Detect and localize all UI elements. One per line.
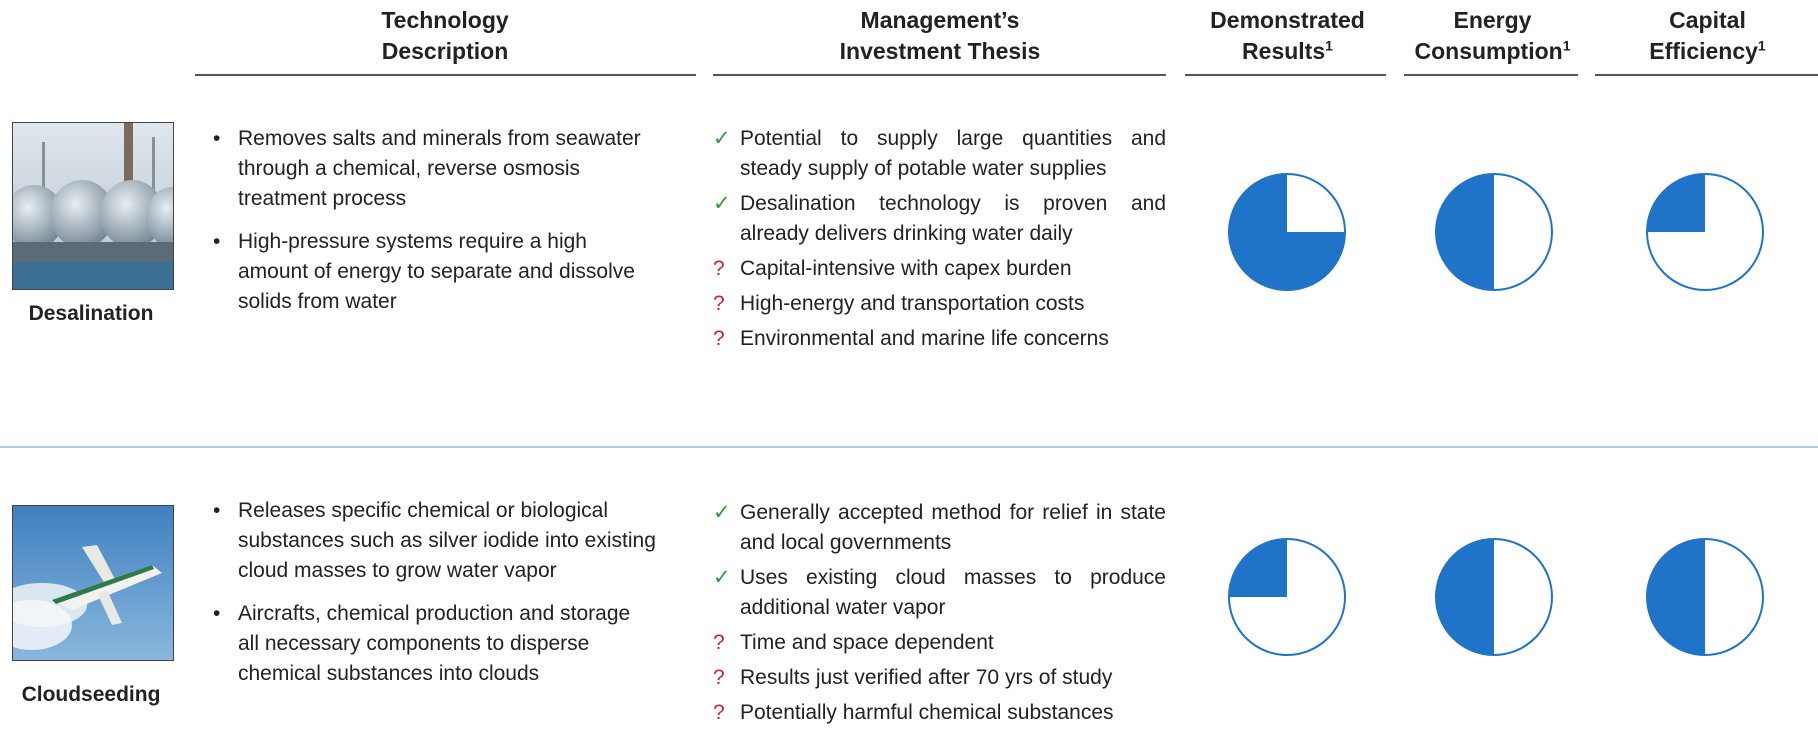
description-item: Aircrafts, chemical production and stora… xyxy=(207,599,657,689)
harvey-ball-fill xyxy=(1436,174,1494,290)
thesis-item: ✓ Generally accepted method for relief in… xyxy=(713,498,1166,558)
column-header: Capital Efficiency1 xyxy=(1649,7,1766,64)
harvey-ball-fill xyxy=(1436,539,1494,655)
description-list: Releases specific chemical or biological… xyxy=(207,496,657,702)
harvey-ball-fill xyxy=(1647,174,1705,232)
thesis-list: ✓ Potential to supply large quantities an… xyxy=(713,124,1166,359)
thesis-text: Desalination technology is proven and al… xyxy=(740,192,1166,245)
thesis-list: ✓ Generally accepted method for relief in… xyxy=(713,498,1166,733)
thesis-text: Environmental and marine life concerns xyxy=(740,327,1109,350)
thesis-text: Potentially harmful chemical substances xyxy=(740,701,1114,724)
thesis-item: ? High-energy and transportation costs xyxy=(713,289,1166,319)
harvey-ball-fill xyxy=(1647,539,1705,655)
desalination-photo xyxy=(12,122,174,290)
description-item: High-pressure systems require a high amo… xyxy=(207,227,657,317)
thesis-text: Uses existing cloud masses to produce ad… xyxy=(740,566,1166,619)
thesis-marker: ? xyxy=(713,631,725,654)
thesis-item: ? Time and space dependent xyxy=(713,628,1166,658)
column-header: Demonstrated Results1 xyxy=(1210,7,1365,64)
header-rule xyxy=(195,74,696,76)
thesis-text: High-energy and transportation costs xyxy=(740,292,1085,315)
thesis-marker: ? xyxy=(713,292,725,315)
thesis-marker: ? xyxy=(713,701,725,724)
thesis-marker: ? xyxy=(713,257,725,280)
thesis-marker: ✓ xyxy=(713,192,731,215)
header-rule xyxy=(1595,74,1818,76)
header-rule xyxy=(713,74,1166,76)
description-item: Removes salts and minerals from seawater… xyxy=(207,124,657,214)
header-rule xyxy=(1404,74,1578,76)
technology-name: Cloudseeding xyxy=(21,683,161,706)
thesis-marker: ✓ xyxy=(713,501,731,524)
cloudseeding-photo xyxy=(12,505,174,661)
row-separator xyxy=(0,446,1818,448)
harvey-ball-fill xyxy=(1229,539,1287,597)
thesis-marker: ✓ xyxy=(713,566,731,589)
header-rule xyxy=(1185,74,1386,76)
thesis-item: ✓ Uses existing cloud masses to produce a… xyxy=(713,563,1166,623)
thesis-marker: ✓ xyxy=(713,127,731,150)
thesis-item: ? Potentially harmful chemical substances xyxy=(713,698,1166,728)
thesis-text: Generally accepted method for relief in … xyxy=(740,501,1166,554)
harvey-ball-fill xyxy=(1229,174,1345,290)
technology-name: Desalination xyxy=(28,302,154,325)
column-header: Energy Consumption1 xyxy=(1414,7,1571,64)
column-header: Management’s Investment Thesis xyxy=(839,7,1041,64)
thesis-item: ? Environmental and marine life concerns xyxy=(713,324,1166,354)
column-header: Technology Description xyxy=(381,7,509,64)
thesis-text: Results just verified after 70 yrs of st… xyxy=(740,666,1113,689)
thesis-marker: ? xyxy=(713,327,725,350)
thesis-item: ✓ Desalination technology is proven and a… xyxy=(713,189,1166,249)
description-list: Removes salts and minerals from seawater… xyxy=(207,124,657,330)
description-item: Releases specific chemical or biological… xyxy=(207,496,657,586)
thesis-text: Potential to supply large quantities and… xyxy=(740,127,1166,180)
thesis-text: Time and space dependent xyxy=(740,631,994,654)
thesis-item: ✓ Potential to supply large quantities an… xyxy=(713,124,1166,184)
thesis-text: Capital-intensive with capex burden xyxy=(740,257,1072,280)
thesis-marker: ? xyxy=(713,666,725,689)
thesis-item: ? Results just verified after 70 yrs of s… xyxy=(713,663,1166,693)
thesis-item: ? Capital-intensive with capex burden xyxy=(713,254,1166,284)
